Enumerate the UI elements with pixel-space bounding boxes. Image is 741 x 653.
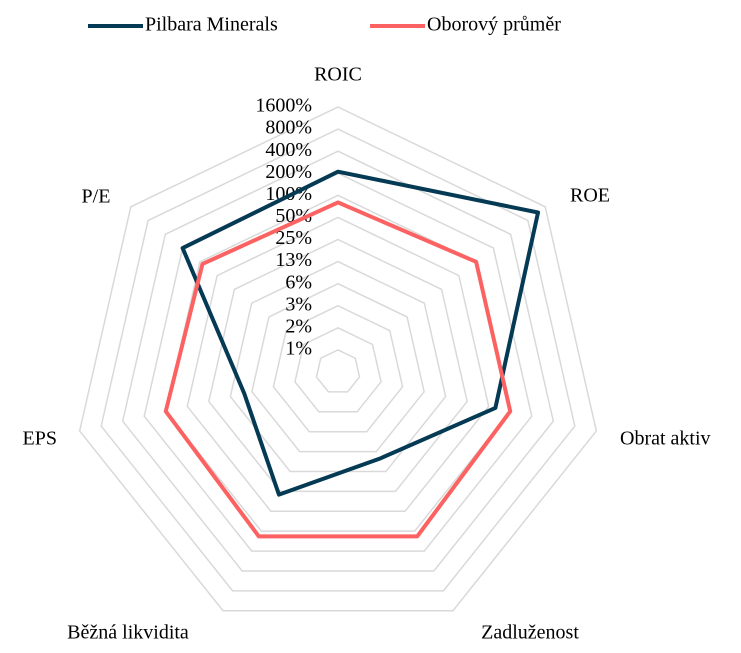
- y-tick-label: 13%: [275, 249, 312, 271]
- y-tick-label: 400%: [265, 139, 312, 161]
- axis-label: Běžná likvidita: [67, 622, 189, 644]
- grid-ring: [315, 349, 361, 393]
- grid-ring: [251, 282, 425, 453]
- y-tick-label: 2%: [285, 315, 312, 337]
- series-line: [163, 200, 513, 539]
- axis-label: ROIC: [314, 64, 362, 86]
- grid-ring: [143, 172, 533, 552]
- y-tick-label: 25%: [275, 227, 312, 249]
- grid-ring: [208, 238, 468, 493]
- grid-ring: [294, 327, 382, 413]
- grid-ring: [186, 216, 490, 513]
- y-tick-label: 3%: [285, 293, 312, 315]
- axis-label: P/E: [82, 186, 111, 208]
- legend-label: Oborový průměr: [427, 14, 561, 36]
- grid-ring: [272, 304, 404, 433]
- grid-ring: [229, 260, 447, 473]
- grid-ring: [78, 106, 598, 612]
- axis-label: EPS: [23, 428, 57, 450]
- y-tick-label: 6%: [285, 271, 312, 293]
- y-tick-label: 200%: [265, 161, 312, 183]
- y-tick-label: 1600%: [255, 95, 312, 117]
- y-tick-label: 800%: [265, 117, 312, 139]
- axis-label: ROE: [570, 185, 610, 207]
- axis-label: Obrat aktiv: [620, 428, 711, 450]
- series-line: [180, 169, 541, 497]
- axis-label: Zadluženost: [481, 622, 579, 644]
- grid-ring: [100, 128, 576, 592]
- legend-label: Pilbara Minerals: [145, 14, 278, 36]
- y-tick-label: 50%: [275, 205, 312, 227]
- grid-ring: [121, 150, 555, 572]
- y-tick-label: 1%: [285, 338, 312, 360]
